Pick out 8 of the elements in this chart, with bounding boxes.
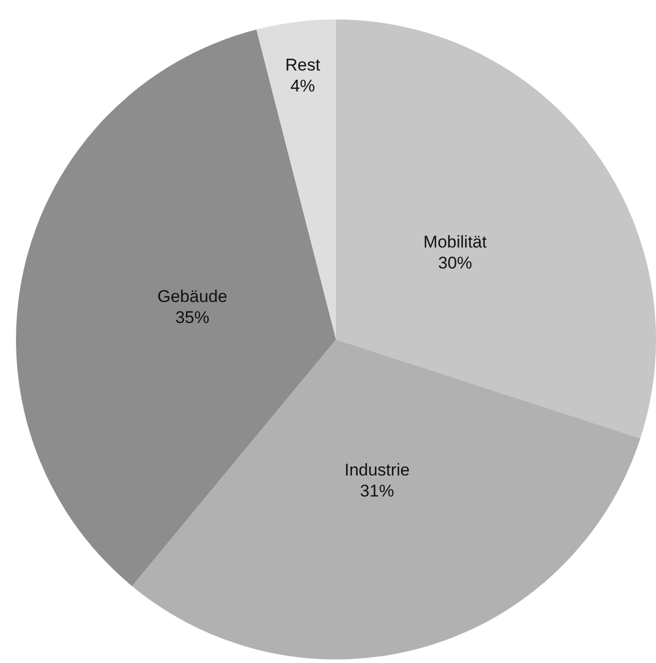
slice-label: Rest (285, 56, 320, 75)
data-label: 35% (175, 308, 210, 328)
slice-label: Gebäude (157, 287, 228, 306)
slice-label: Industrie (344, 460, 410, 480)
data-label: 31% (360, 482, 394, 501)
data-label: 4% (290, 76, 315, 96)
slice-label: Mobilität (423, 232, 488, 252)
data-label: 30% (438, 254, 472, 273)
